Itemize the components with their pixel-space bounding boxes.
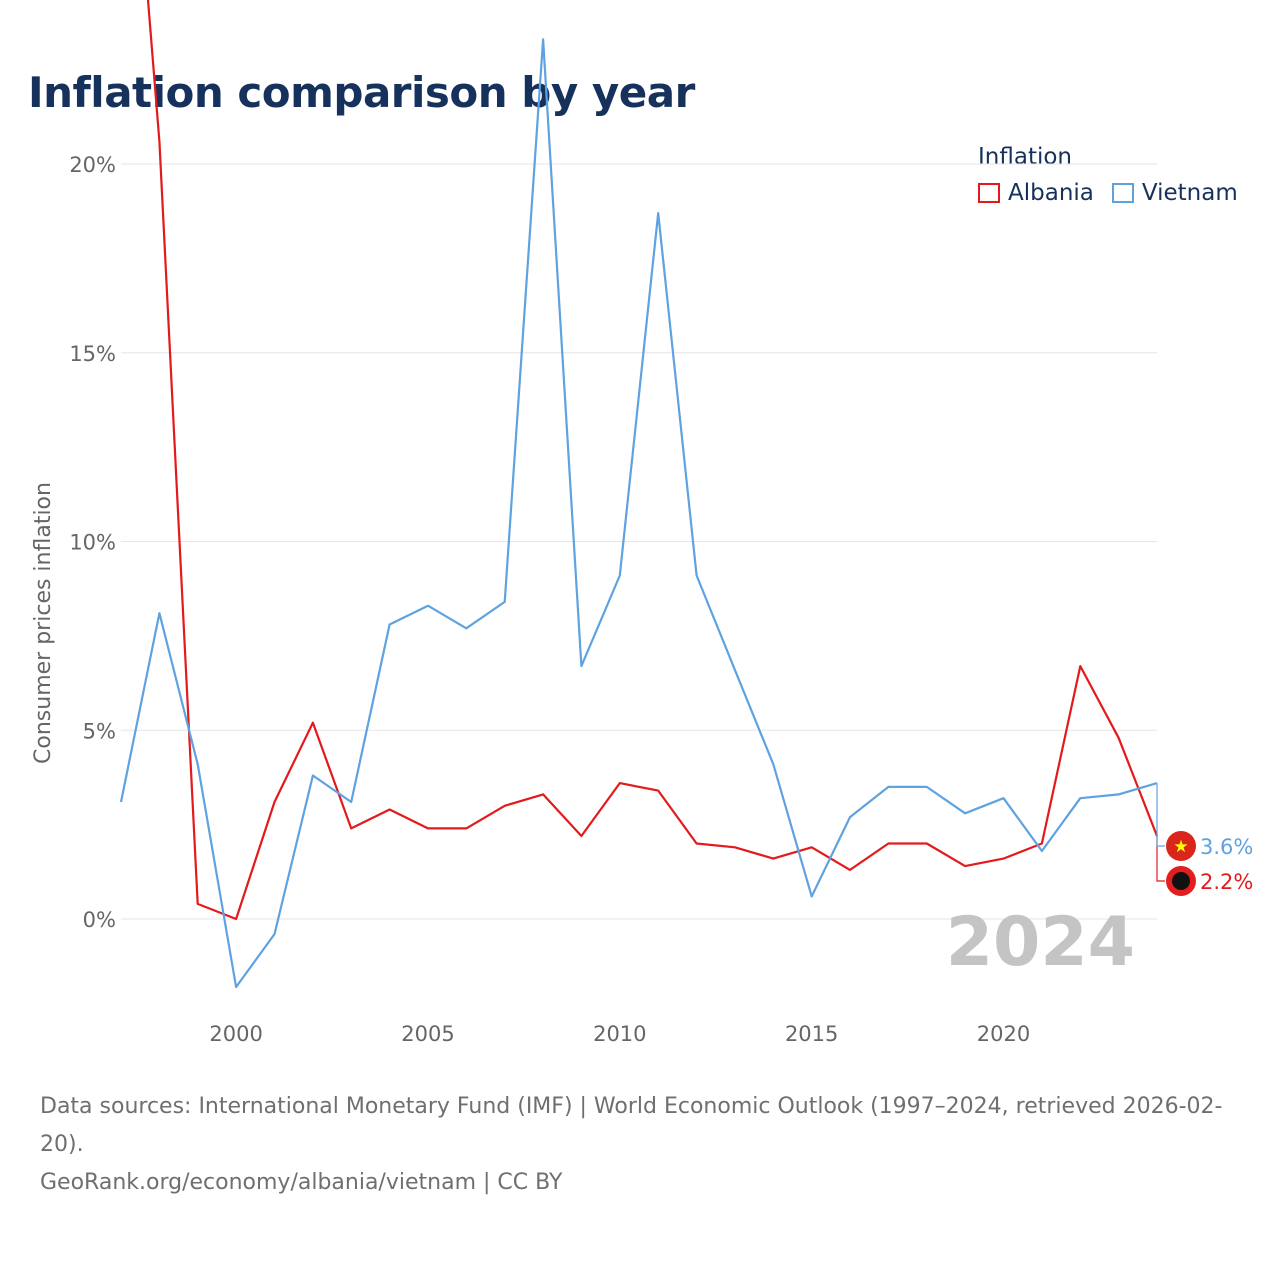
credit-link[interactable]: GeoRank.org/economy/albania/vietnam | CC… bbox=[40, 1170, 563, 1195]
y-axis-label: Consumer prices inflation bbox=[31, 482, 56, 764]
y-tick-label: 15% bbox=[69, 342, 116, 366]
series-line-albania bbox=[146, 0, 1159, 921]
x-tick-label: 2015 bbox=[785, 1022, 838, 1046]
x-tick-label: 2005 bbox=[401, 1022, 454, 1046]
y-tick-label: 0% bbox=[83, 908, 116, 932]
x-tick-label: 2020 bbox=[977, 1022, 1030, 1046]
legend-label-albania: Albania bbox=[1008, 180, 1094, 206]
end-value-label-vietnam: 3.6% bbox=[1200, 835, 1253, 859]
legend-label-vietnam: Vietnam bbox=[1141, 180, 1238, 206]
end-value-label-albania: 2.2% bbox=[1200, 870, 1253, 894]
x-tick-label: 2010 bbox=[593, 1022, 646, 1046]
albania-flag-icon bbox=[1166, 866, 1196, 896]
legend-item-albania[interactable]: Albania bbox=[978, 180, 1094, 206]
legend-swatch-albania bbox=[978, 183, 1000, 203]
legend-swatch-vietnam bbox=[1111, 183, 1134, 203]
year-watermark: 2024 bbox=[946, 903, 1135, 982]
end-connector-vietnam bbox=[1156, 783, 1165, 847]
legend: Inflation Albania Vietnam bbox=[978, 144, 1238, 206]
legend-title: Inflation bbox=[978, 144, 1072, 170]
series-line-vietnam bbox=[119, 38, 1158, 989]
vietnam-flag-icon: ★ bbox=[1166, 831, 1196, 861]
data-sources: Data sources: International Monetary Fun… bbox=[40, 1094, 1223, 1157]
y-tick-label: 10% bbox=[69, 531, 116, 555]
end-connector-albania bbox=[1156, 835, 1165, 882]
chart-title: Inflation comparison by year bbox=[28, 68, 695, 117]
x-tick-label: 2000 bbox=[209, 1022, 262, 1046]
line-chart: 0%5%10%15%20%25%30%20002005201020152020C… bbox=[31, 0, 1253, 1046]
y-tick-label: 5% bbox=[83, 719, 116, 743]
y-tick-label: 20% bbox=[69, 153, 116, 177]
footer: Data sources: International Monetary Fun… bbox=[40, 1088, 1250, 1202]
legend-item-vietnam[interactable]: Vietnam bbox=[1111, 180, 1238, 206]
